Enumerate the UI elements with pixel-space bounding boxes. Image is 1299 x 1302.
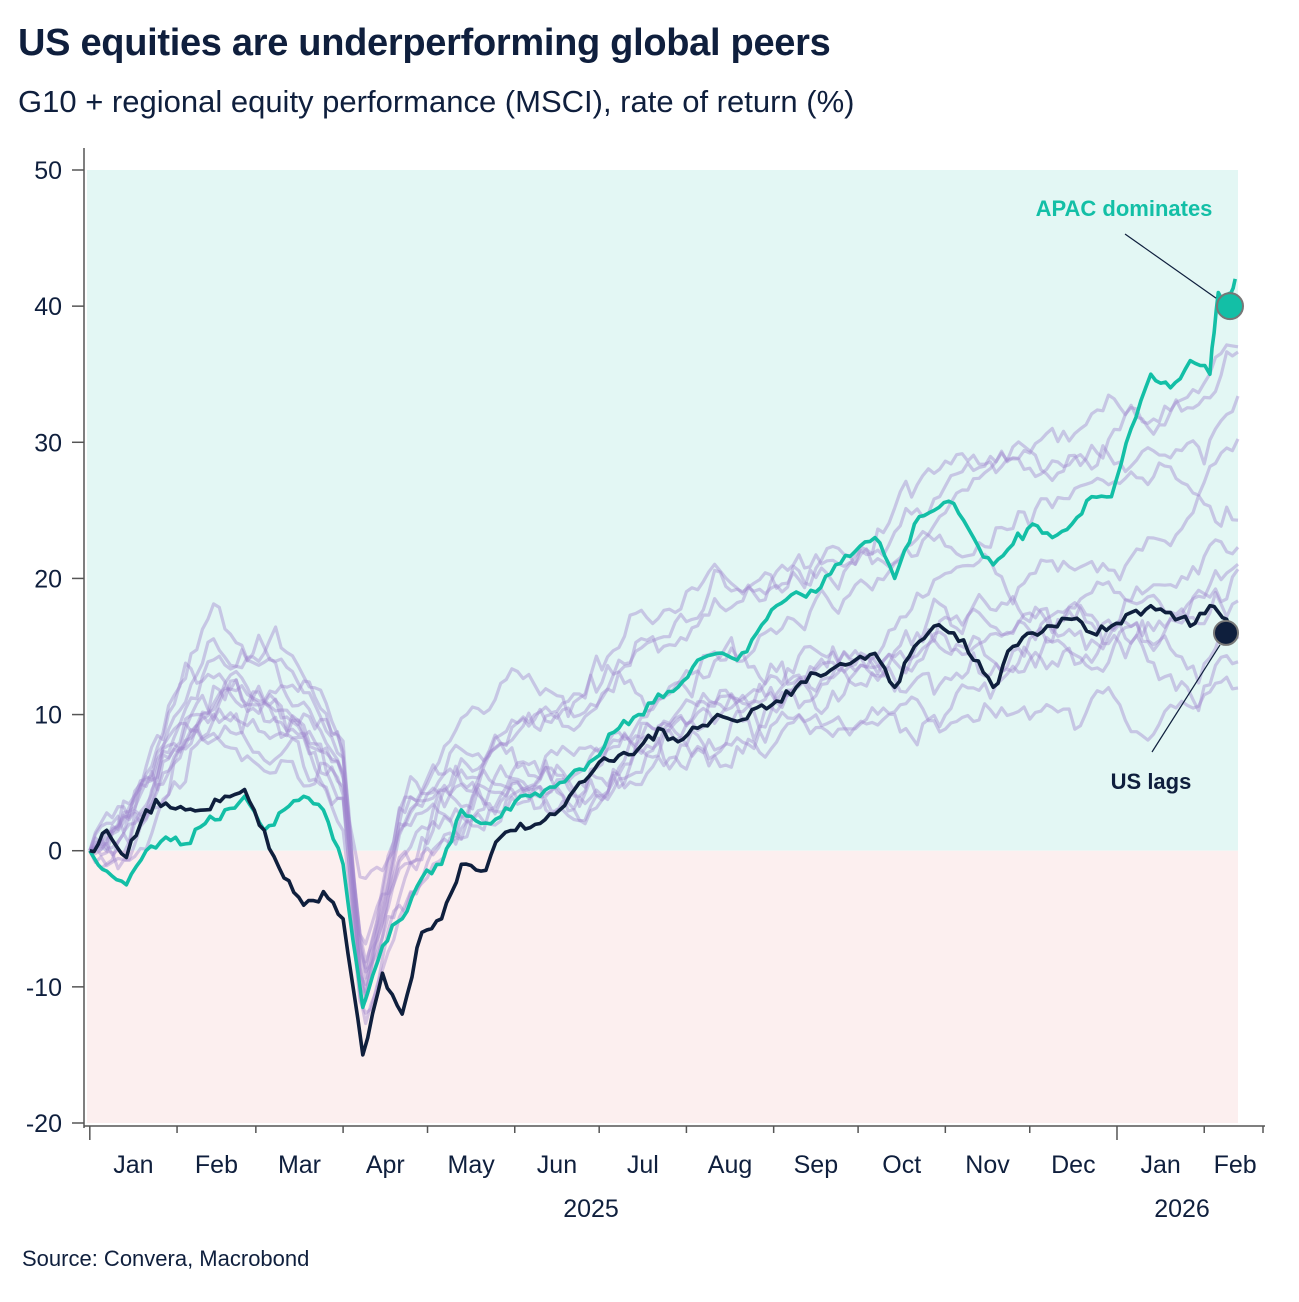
us-annotation: US lags <box>1111 769 1192 794</box>
peer-line-11 <box>89 675 1239 1015</box>
x-month-label: Aug <box>708 1151 752 1179</box>
x-month-label: Jan <box>1140 1151 1180 1179</box>
us-end-marker <box>1213 619 1239 646</box>
x-month-label: Oct <box>882 1151 921 1179</box>
apac-annotation: APAC dominates <box>1036 196 1213 221</box>
y-tick-label: -10 <box>26 974 62 1002</box>
x-month-label: Jun <box>537 1151 577 1179</box>
us-callout-leader <box>1151 644 1221 753</box>
chart-subtitle: G10 + regional equity performance (MSCI)… <box>18 84 855 119</box>
apac-series-line <box>88 278 1237 1010</box>
x-month-label: Apr <box>366 1151 405 1179</box>
apac-end-marker <box>1216 292 1244 321</box>
negative-band <box>87 850 1238 1123</box>
x-month-label: Nov <box>965 1151 1010 1179</box>
x-month-label: Feb <box>1214 1151 1257 1179</box>
x-month-label: May <box>448 1151 496 1179</box>
chart-title: US equities are underperforming global p… <box>18 22 831 64</box>
x-year-label: 2026 <box>1154 1195 1210 1223</box>
source-note: Source: Convera, Macrobond <box>22 1246 310 1271</box>
x-month-label: Jul <box>627 1151 659 1179</box>
apac-callout-leader <box>1124 233 1217 299</box>
peer-line-3 <box>88 395 1240 974</box>
x-month-label: Sep <box>794 1151 838 1179</box>
y-tick-label: 0 <box>48 838 62 866</box>
y-tick-label: 20 <box>34 565 62 593</box>
peer-line-12 <box>88 562 1240 994</box>
y-tick-label: 50 <box>34 157 62 185</box>
y-tick-label: -20 <box>26 1110 62 1138</box>
x-month-label: Dec <box>1051 1151 1095 1179</box>
y-tick-label: 30 <box>34 429 62 457</box>
positive-band <box>87 170 1238 851</box>
peer-line-7 <box>88 568 1240 1026</box>
us-series-line <box>89 603 1239 1057</box>
peer-line-1 <box>88 343 1239 986</box>
peer-line-6 <box>88 538 1240 980</box>
peer-line-10 <box>89 622 1239 880</box>
peer-line-2 <box>88 350 1239 970</box>
x-month-label: Jan <box>113 1151 153 1179</box>
x-year-label: 2025 <box>563 1195 619 1223</box>
chart-canvas: -20 -10 0 10 20 30 40 50 Jan Feb Mar Apr May Jun Jul Au… <box>26 148 1265 1223</box>
y-tick-label: 40 <box>34 293 62 321</box>
x-month-label: Feb <box>195 1151 238 1179</box>
y-tick-label: 10 <box>34 702 62 730</box>
x-month-label: Mar <box>278 1151 321 1179</box>
